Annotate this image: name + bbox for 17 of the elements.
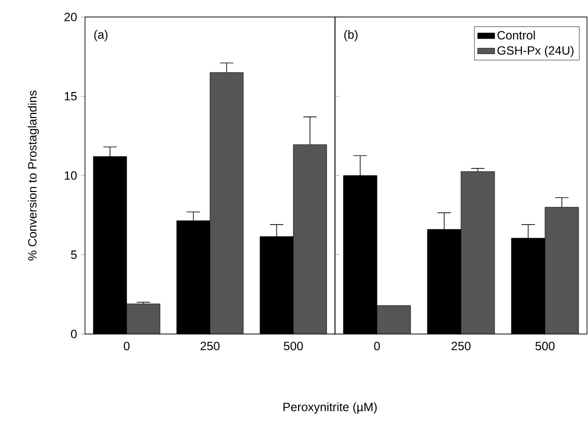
y-tick-label: 0 (71, 330, 77, 338)
y-tick-label: 20 (64, 12, 77, 22)
text: (a) (94, 30, 108, 42)
y-tick-label: 15 (64, 92, 77, 100)
y-tick-label: 10 (64, 171, 77, 180)
text: (b) (344, 30, 358, 42)
x-axis-title: Peroxynitrite (µM) (284, 402, 377, 414)
legend-label: GSH-Px (24U) (497, 46, 574, 58)
legend-label: Control (498, 30, 535, 40)
x-tick-label: 500 (535, 342, 555, 350)
x-tick-label: 250 (452, 342, 471, 350)
x-tick-label: 0 (374, 342, 380, 350)
y-tick-label: 5 (71, 250, 77, 259)
y-axis-title: % Conversion to Prostaglandins (28, 90, 39, 260)
x-tick-label: 500 (284, 342, 303, 350)
x-tick-label: 0 (124, 342, 130, 350)
x-tick-label: 250 (200, 342, 220, 350)
